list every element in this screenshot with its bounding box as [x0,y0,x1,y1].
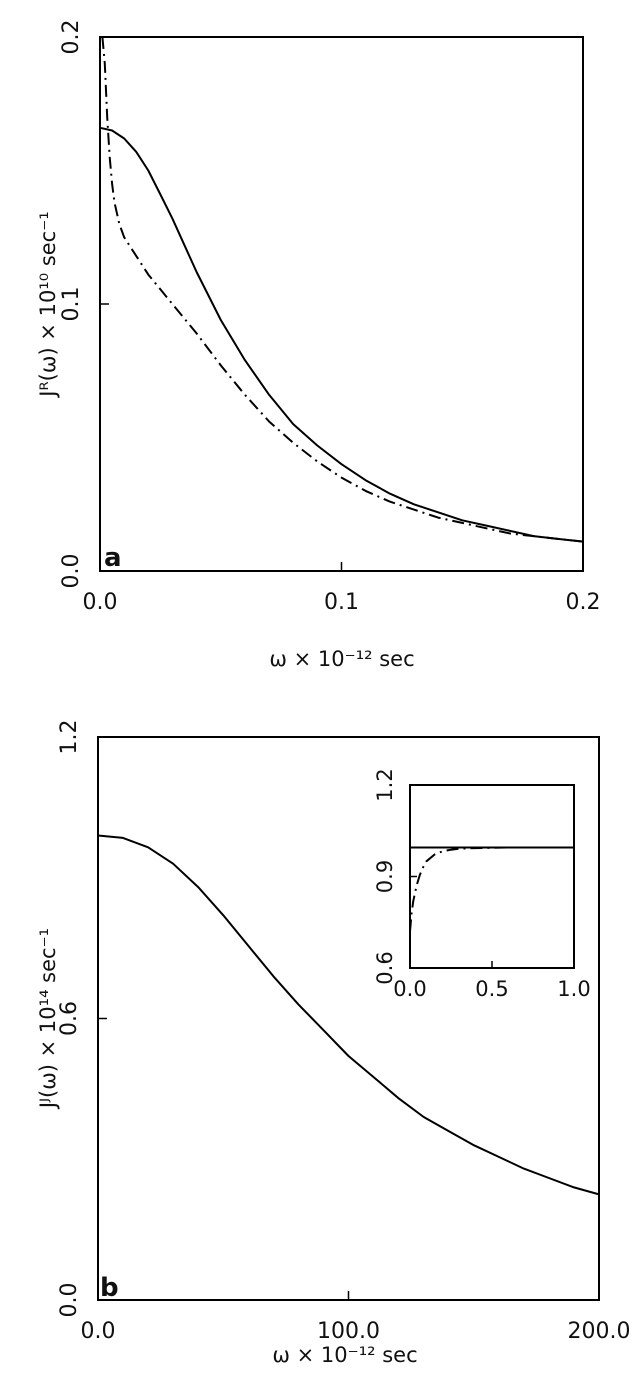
panel-b: 0.0 100.0 200.00.00.61.2 b ω × 10⁻¹² sec J… [36,720,630,1368]
panel-b-y-tick-label: 0.6 [57,1001,82,1036]
panel-a: 0.0 0.1 0.2 0.0 0.1 0.2 a ω × 10⁻¹² sec Jᴿ(ω)… [36,20,601,672]
panel-a-y-tick-label: 0.0 [59,554,84,589]
inset-x-tick-label: 0.0 [393,977,426,1001]
panel-a-y-tick-label: 0.1 [59,287,84,322]
panel-b-marks: 0.0 100.0 200.00.00.61.2 [57,720,630,1345]
panel-b-x-axis-label: ω × 10⁻¹² sec [272,1343,417,1367]
panel-a-marks: 0.0 0.1 0.2 0.0 0.1 0.2 [59,20,601,616]
panel-b-x-tick-label: 100.0 [317,1319,380,1344]
panel-a-x-axis-label: ω × 10⁻¹² sec [269,647,414,671]
panel-a-x-tick-label: 0.0 [83,590,118,615]
panel-b-x-tick-label: 200.0 [568,1319,631,1344]
panel-a-frame [99,36,584,572]
panel-a-series-2-line [101,36,584,543]
inset-frame [409,784,575,969]
panel-a-series-1-line [99,126,584,543]
panel-a-x-tick-label: 0.1 [324,590,359,615]
panel-a-y-axis-label: Jᴿ(ω) × 10¹⁰ sec⁻¹ [36,211,60,398]
panel-b-x-tick-label: 0.0 [81,1319,116,1344]
inset-y-tick-label: 1.2 [373,768,397,801]
panel-a-y-tick-label: 0.2 [59,20,84,55]
inset-x-tick-label: 0.5 [475,977,508,1001]
inset-y-tick-label: 0.9 [373,860,397,893]
inset-x-tick-label: 1.0 [557,977,590,1001]
panel-b-inset: 0.0 0.5 1.0 0.6 0.9 1.2 [373,768,591,1001]
panel-a-x-tick-label: 0.2 [566,590,601,615]
panel-b-letter: b [100,1273,119,1303]
inset-y-tick-label: 0.6 [373,951,397,984]
inset-series-2-line [409,846,574,932]
panel-a-letter: a [104,543,122,573]
panel-b-y-tick-label: 1.2 [57,720,82,755]
inset-marks: 0.0 0.5 1.0 0.6 0.9 1.2 [373,768,591,1001]
panel-b-y-axis-label: Jᴶ(ω) × 10¹⁴ sec⁻¹ [36,928,60,1110]
panel-b-y-tick-label: 0.0 [57,1283,82,1318]
panel-b-series-1-line [97,834,600,1196]
